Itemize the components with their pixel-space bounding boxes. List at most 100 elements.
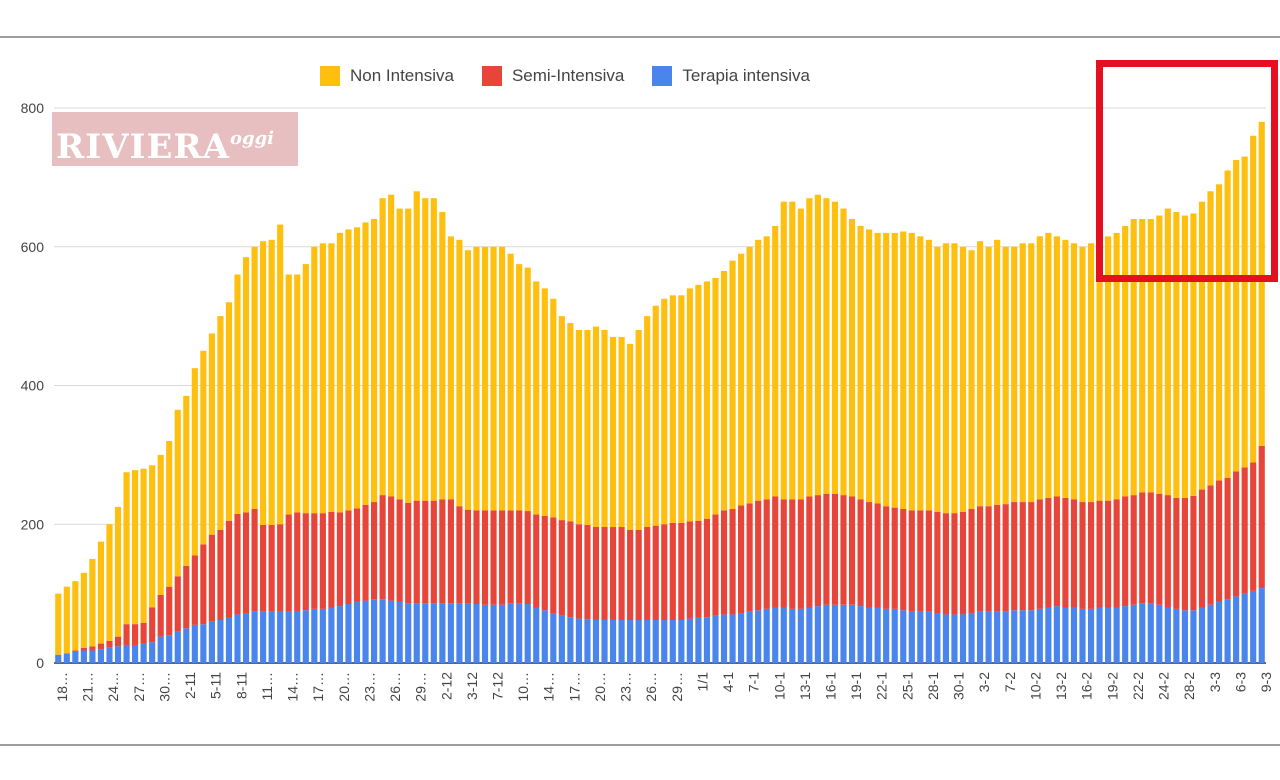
bar-segment-semi-intensiva <box>1215 480 1223 602</box>
top-rule <box>0 36 1280 38</box>
bar-segment-terapia-intensiva <box>277 610 284 663</box>
bar-segment-terapia-intensiva <box>669 619 676 663</box>
bar-segment-non-intensiva <box>874 232 881 504</box>
bar-segment-semi-intensiva <box>183 565 190 629</box>
bar-segment-non-intensiva <box>1036 236 1043 500</box>
bar-segment-non-intensiva <box>959 246 967 512</box>
bar-segment-terapia-intensiva <box>661 619 668 663</box>
bar-segment-semi-intensiva <box>925 510 932 612</box>
bar-segment-non-intensiva <box>1198 201 1206 490</box>
bar-segment-semi-intensiva <box>371 502 378 600</box>
bar-segment-non-intensiva <box>277 224 284 525</box>
bar-segment-semi-intensiva <box>1079 502 1086 609</box>
x-tick-label: 7-12 <box>490 672 506 700</box>
bar-segment-terapia-intensiva <box>1036 608 1043 663</box>
bar-segment-non-intensiva <box>934 246 941 512</box>
bar-segment-semi-intensiva <box>609 527 617 620</box>
bar-segment-terapia-intensiva <box>371 599 378 663</box>
bar-segment-non-intensiva <box>806 198 813 497</box>
bar-segment-non-intensiva <box>396 208 403 500</box>
bar-segment-terapia-intensiva <box>1250 590 1257 663</box>
y-tick-label: 400 <box>21 378 45 394</box>
bar-segment-semi-intensiva <box>848 496 856 605</box>
bar-segment-terapia-intensiva <box>1139 603 1146 663</box>
bar-segment-non-intensiva <box>353 227 361 509</box>
bar-segment-non-intensiva <box>678 295 685 523</box>
bar-segment-semi-intensiva <box>874 503 881 608</box>
legend-swatch <box>320 66 340 86</box>
bar-segment-non-intensiva <box>1070 243 1078 500</box>
bar-segment-terapia-intensiva <box>507 603 514 663</box>
bar-segment-terapia-intensiva <box>328 607 335 663</box>
bar-segment-non-intensiva <box>661 298 668 525</box>
bar-segment-semi-intensiva <box>285 514 292 612</box>
bar-segment-semi-intensiva <box>1241 467 1248 594</box>
bar-segment-semi-intensiva <box>507 510 514 604</box>
bar-segment-semi-intensiva <box>908 510 915 612</box>
x-tick-label: 22-2 <box>1130 672 1146 700</box>
bar-segment-non-intensiva <box>456 239 463 507</box>
bar-segment-terapia-intensiva <box>567 617 574 663</box>
bar-segment-semi-intensiva <box>499 510 506 605</box>
bar-segment-non-intensiva <box>371 219 378 503</box>
bar-segment-semi-intensiva <box>413 500 420 604</box>
bar-segment-semi-intensiva <box>353 508 361 602</box>
bar-segment-semi-intensiva <box>388 496 395 601</box>
bar-segment-semi-intensiva <box>703 518 711 618</box>
bar-segment-non-intensiva <box>823 198 830 494</box>
bar-segment-terapia-intensiva <box>166 635 173 663</box>
bar-segment-non-intensiva <box>285 274 292 515</box>
bar-segment-semi-intensiva <box>140 622 147 644</box>
bar-segment-terapia-intensiva <box>874 607 881 663</box>
bar-segment-terapia-intensiva <box>738 613 745 663</box>
x-tick-label: 7-2 <box>1002 672 1018 692</box>
bar-segment-terapia-intensiva <box>533 607 540 663</box>
bar-segment-semi-intensiva <box>268 524 275 612</box>
bar-segment-terapia-intensiva <box>644 619 651 663</box>
bar-segment-non-intensiva <box>268 239 275 525</box>
bar-segment-terapia-intensiva <box>464 603 472 663</box>
bar-segment-non-intensiva <box>550 298 557 518</box>
bar-segment-terapia-intensiva <box>1130 604 1137 663</box>
bar-segment-terapia-intensiva <box>712 615 719 663</box>
bar-segment-semi-intensiva <box>1156 493 1163 605</box>
bar-segment-semi-intensiva <box>114 636 122 647</box>
bar-segment-non-intensiva <box>780 201 787 500</box>
bar-segment-terapia-intensiva <box>703 617 711 663</box>
bar-segment-semi-intensiva <box>149 607 156 643</box>
bar-segment-terapia-intensiva <box>550 613 557 663</box>
bar-segment-non-intensiva <box>251 246 258 509</box>
bar-segment-semi-intensiva <box>490 510 497 605</box>
bar-segment-terapia-intensiva <box>1173 608 1180 663</box>
x-tick-label: 14… <box>541 672 557 702</box>
bar-segment-non-intensiva <box>1028 243 1035 503</box>
bar-segment-semi-intensiva <box>1122 496 1129 607</box>
x-tick-label: 13-1 <box>797 672 813 700</box>
x-tick-label: 14… <box>285 672 301 702</box>
bar-segment-semi-intensiva <box>1053 496 1060 607</box>
bar-segment-non-intensiva <box>1190 213 1197 496</box>
bar-segment-non-intensiva <box>1096 239 1103 501</box>
bar-segment-terapia-intensiva <box>225 617 233 663</box>
bar-segment-non-intensiva <box>311 246 318 514</box>
x-tick-label: 9-3 <box>1258 672 1274 692</box>
bar-segment-non-intensiva <box>1224 170 1231 478</box>
bar-segment-terapia-intensiva <box>977 611 984 663</box>
bar-segment-semi-intensiva <box>755 500 762 611</box>
bar-segment-non-intensiva <box>345 229 352 511</box>
bar-segment-non-intensiva <box>746 246 753 504</box>
bar-segment-semi-intensiva <box>319 513 326 609</box>
bar-segment-semi-intensiva <box>635 529 642 620</box>
bar-segment-non-intensiva <box>72 581 79 651</box>
bar-segment-semi-intensiva <box>123 624 130 645</box>
bar-segment-non-intensiva <box>1207 191 1214 486</box>
bar-segment-semi-intensiva <box>1250 462 1257 591</box>
bar-segment-semi-intensiva <box>251 508 258 612</box>
bar-segment-terapia-intensiva <box>1011 610 1018 663</box>
bar-segment-non-intensiva <box>388 194 395 497</box>
bar-segment-terapia-intensiva <box>490 604 497 663</box>
bar-segment-terapia-intensiva <box>302 610 309 663</box>
bar-segment-non-intensiva <box>772 225 779 497</box>
bar-segment-semi-intensiva <box>644 527 651 620</box>
